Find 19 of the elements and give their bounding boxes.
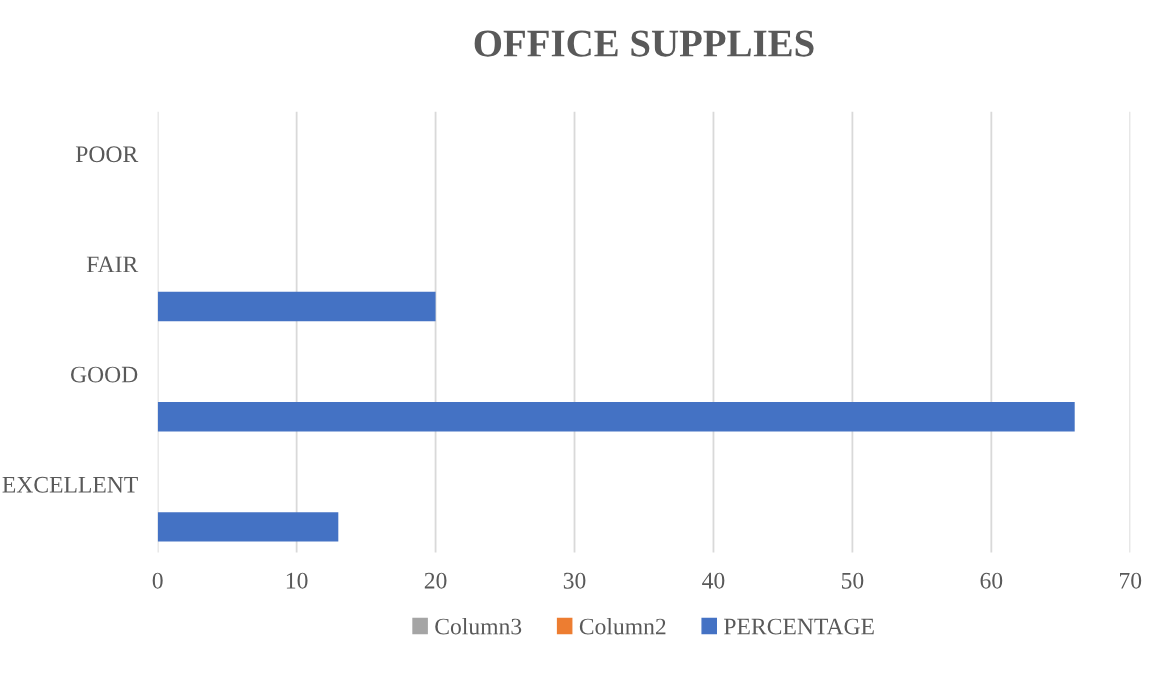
x-tick-label: 50	[841, 572, 864, 589]
legend-label: Column2	[579, 617, 666, 635]
x-tick-label: 60	[980, 572, 1003, 589]
y-tick-label: EXCELLENT	[2, 476, 138, 493]
x-tick-label: 40	[702, 572, 725, 589]
y-tick-label: GOOD	[71, 366, 138, 383]
x-tick-label: 70	[1120, 572, 1142, 589]
y-tick-label: FAIR	[86, 256, 139, 273]
chart-title: OFFICE SUPPLIES	[474, 30, 814, 57]
x-tick-label: 20	[424, 572, 447, 589]
bar	[157, 402, 1075, 432]
legend-label: Column3	[435, 617, 522, 635]
bar	[157, 512, 339, 542]
legend-label: PERCENTAGE	[724, 618, 874, 635]
x-tick-label: 0	[152, 572, 163, 589]
y-tick-label: POOR	[75, 146, 139, 163]
x-tick-label: 30	[563, 572, 586, 589]
bar	[157, 291, 436, 322]
x-tick-label: 10	[286, 572, 308, 589]
